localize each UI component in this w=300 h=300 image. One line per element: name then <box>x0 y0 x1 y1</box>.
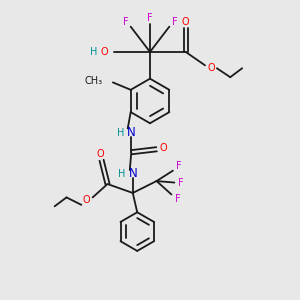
Text: F: F <box>147 13 153 23</box>
Text: H: H <box>90 47 97 57</box>
Text: H: H <box>118 169 125 178</box>
Text: O: O <box>82 195 90 206</box>
Text: F: F <box>176 160 182 171</box>
Text: O: O <box>182 17 190 27</box>
Text: O: O <box>100 47 108 57</box>
Text: N: N <box>127 126 136 140</box>
Text: O: O <box>160 143 167 153</box>
Text: O: O <box>96 149 104 159</box>
Text: F: F <box>178 178 184 188</box>
Text: H: H <box>117 128 124 138</box>
Text: F: F <box>172 17 177 27</box>
Text: F: F <box>123 17 129 27</box>
Text: N: N <box>128 167 137 180</box>
Text: O: O <box>207 63 215 73</box>
Text: F: F <box>175 194 181 204</box>
Text: CH₃: CH₃ <box>84 76 103 86</box>
